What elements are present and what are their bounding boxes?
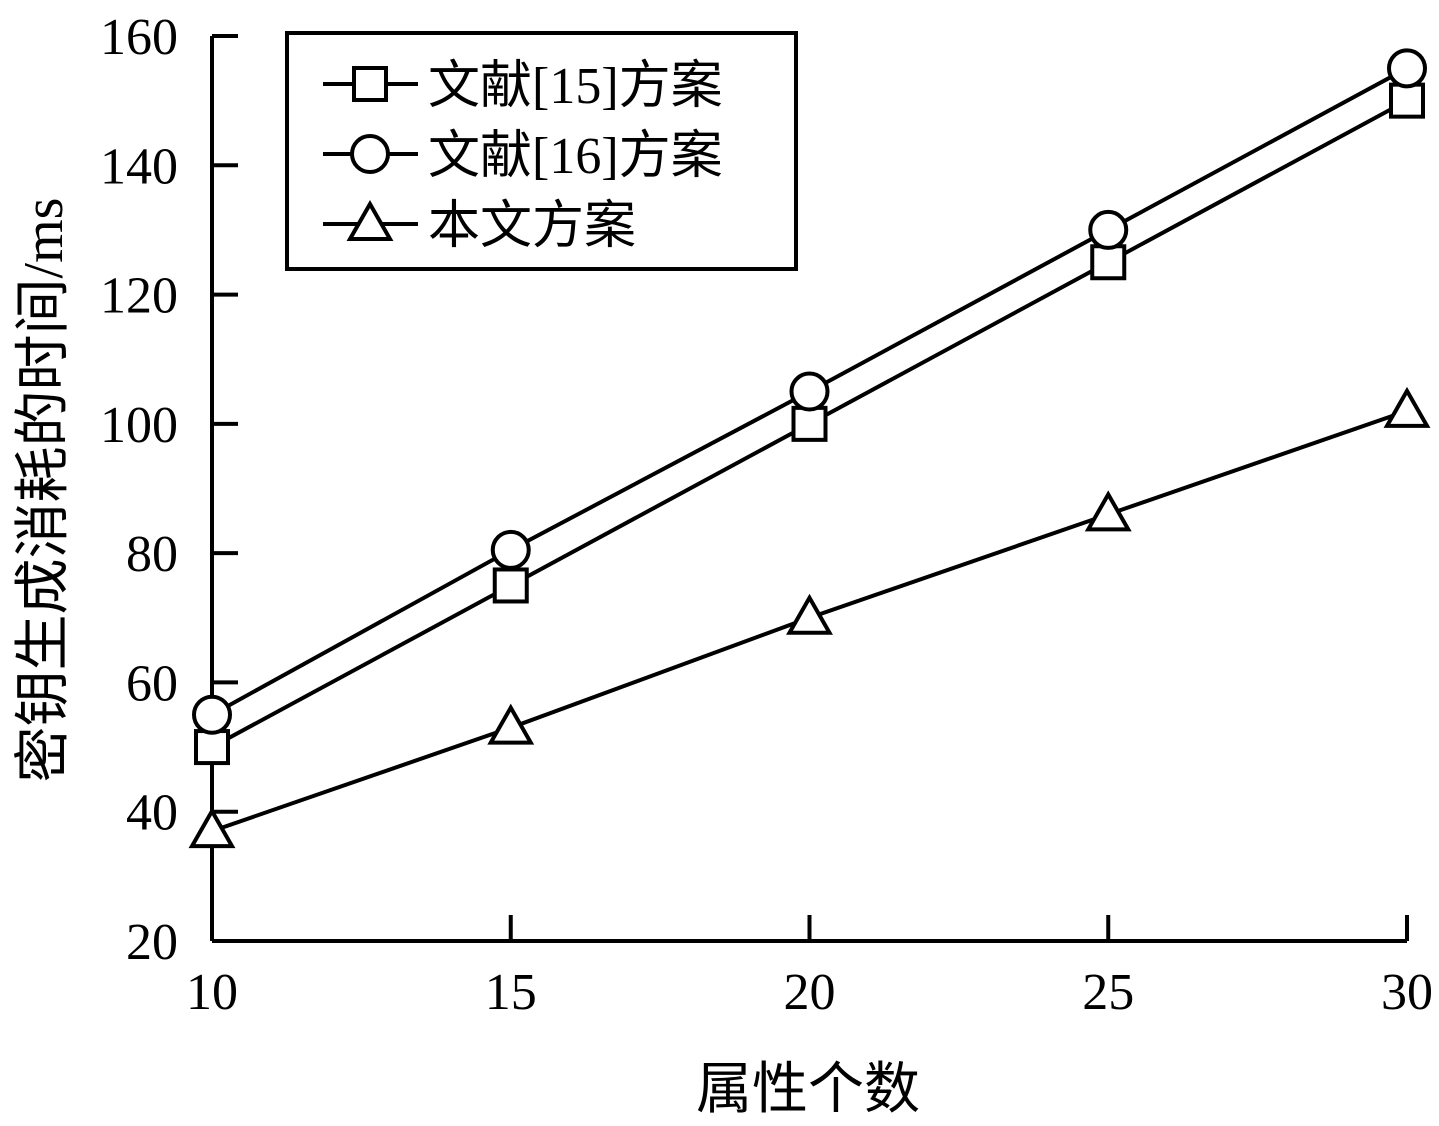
y-tick-label: 20 [126,914,178,971]
y-tick-label: 120 [100,268,178,325]
square-marker [194,729,230,766]
x-tick-label: 15 [485,964,537,1021]
series-1 [194,82,1425,766]
circle-marker [490,529,531,570]
legend-item: 文献[15]方案 [323,58,723,115]
legend-square-marker [352,66,388,102]
legend-item: 本文方案 [323,198,636,255]
triangle-marker [188,807,236,849]
y-tick-label: 60 [126,655,178,712]
x-tick-label: 10 [186,964,238,1021]
square-marker [1090,244,1127,281]
series-3 [188,386,1431,849]
x-axis-title: 属性个数 [696,1059,920,1121]
triangle-marker [786,593,833,635]
y-tick-label: 40 [126,785,178,842]
legend-triangle-marker [346,199,394,241]
circle-marker [1387,48,1427,89]
legend-label: 文献[16]方案 [428,128,723,185]
x-tick-label: 25 [1082,964,1134,1021]
circle-marker [789,371,830,412]
triangle-marker [1084,490,1132,532]
legend-item: 文献[16]方案 [323,128,723,185]
square-marker [1389,82,1425,119]
y-tick-label: 160 [100,9,178,66]
x-tick-label: 20 [784,964,836,1021]
x-tick-label: 30 [1381,964,1433,1021]
square-marker [492,567,529,604]
legend-circle-marker [350,134,390,174]
triangle-marker [1383,386,1431,428]
triangle-marker [487,703,535,745]
circle-marker [1088,209,1129,250]
legend-label: 文献[15]方案 [428,58,723,115]
y-tick-label: 100 [100,397,178,454]
axes: 20 40 60 80 100 120 140 160 10 15 20 25 30 [100,9,1433,1021]
circle-marker [192,694,232,735]
y-tick-label: 80 [126,526,178,583]
y-tick-label: 140 [100,138,178,195]
series-2 [192,48,1427,735]
y-axis-title: 密钥生成消耗的时间/ms [13,198,75,783]
legend-label: 本文方案 [428,198,636,255]
series-layer [188,48,1431,849]
square-marker [791,405,828,442]
